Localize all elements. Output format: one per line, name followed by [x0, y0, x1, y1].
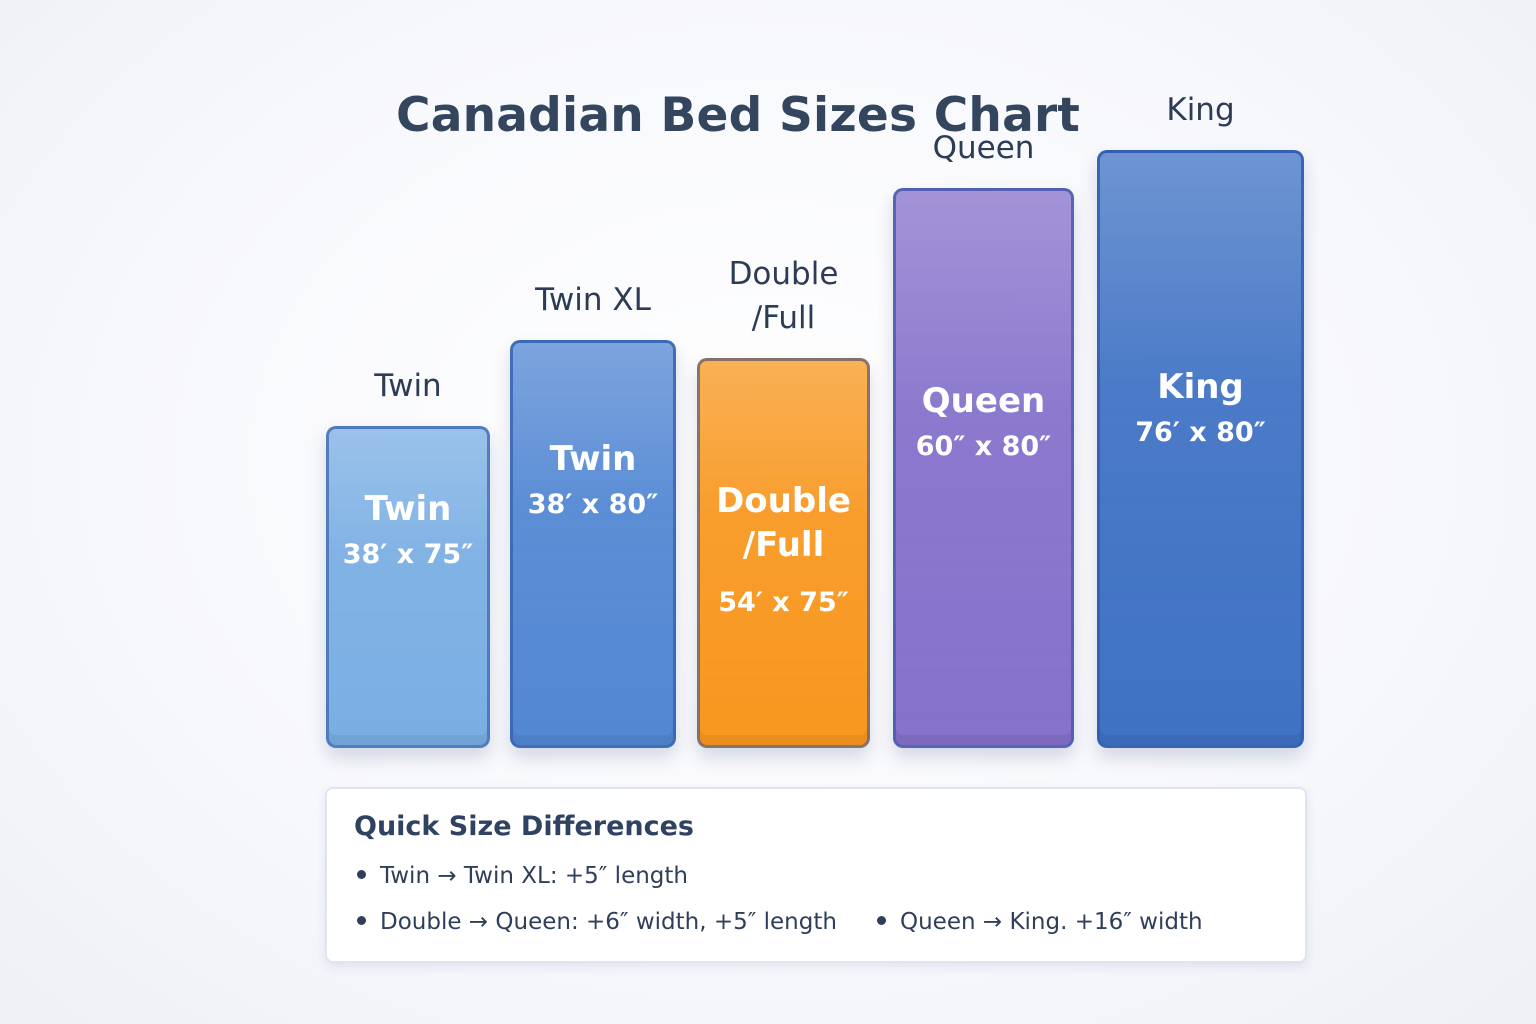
- bar-queen: Queen 60″ x 80″: [893, 188, 1074, 748]
- note-text: Double → Queen: +6″ width, +5″ length: [380, 909, 837, 935]
- bar-name-label: Queen: [921, 381, 1046, 421]
- bar-king: King 76′ x 80″: [1097, 150, 1304, 748]
- bullet-icon: [357, 870, 366, 879]
- category-label: Twin: [374, 368, 442, 404]
- bar-twin: Twin 38′ x 75″: [326, 426, 490, 748]
- bar-name-label: Twin: [549, 439, 637, 479]
- bar-dimension-label: 60″ x 80″: [915, 431, 1052, 462]
- bar-content: Twin 38′ x 80″: [513, 437, 673, 520]
- category-label: Twin XL: [535, 282, 651, 318]
- bar-dimension-label: 38′ x 80″: [527, 489, 659, 520]
- bar-content: Twin 38′ x 75″: [329, 487, 487, 570]
- bar-dimension-label: 76′ x 80″: [1135, 417, 1266, 448]
- note-text: Twin → Twin XL: +5″ length: [380, 863, 688, 889]
- bar-dimension-label: 54′ x 75″: [718, 587, 849, 618]
- notes-title: Quick Size Differences: [354, 811, 695, 842]
- note-item: Double → Queen: +6″ width, +5″ length: [357, 909, 837, 935]
- bar-twin-xl: Twin 38′ x 80″: [510, 340, 676, 748]
- category-label: Double /Full: [728, 256, 839, 336]
- note-text: Queen → King. +16″ width: [900, 909, 1203, 935]
- bullet-icon: [877, 916, 886, 925]
- category-label: King: [1166, 92, 1235, 128]
- bar-double-full: Double /Full 54′ x 75″: [697, 358, 870, 748]
- category-label: Queen: [932, 130, 1035, 166]
- bar-content: Queen 60″ x 80″: [896, 379, 1071, 462]
- bar-content: King 76′ x 80″: [1100, 365, 1301, 448]
- bar-dimension-label: 38′ x 75″: [342, 539, 474, 570]
- bar-name-label: Twin: [364, 489, 452, 529]
- note-item: Twin → Twin XL: +5″ length: [357, 863, 688, 889]
- bar-content: Double /Full 54′ x 75″: [700, 479, 867, 618]
- bar-name-label: King: [1157, 367, 1244, 407]
- bullet-icon: [357, 916, 366, 925]
- chart-title: Canadian Bed Sizes Chart: [396, 88, 1081, 143]
- quick-size-differences-panel: Quick Size Differences Twin → Twin XL: +…: [325, 787, 1307, 963]
- note-item: Queen → King. +16″ width: [877, 909, 1203, 935]
- bar-name-label: Double /Full: [716, 481, 851, 565]
